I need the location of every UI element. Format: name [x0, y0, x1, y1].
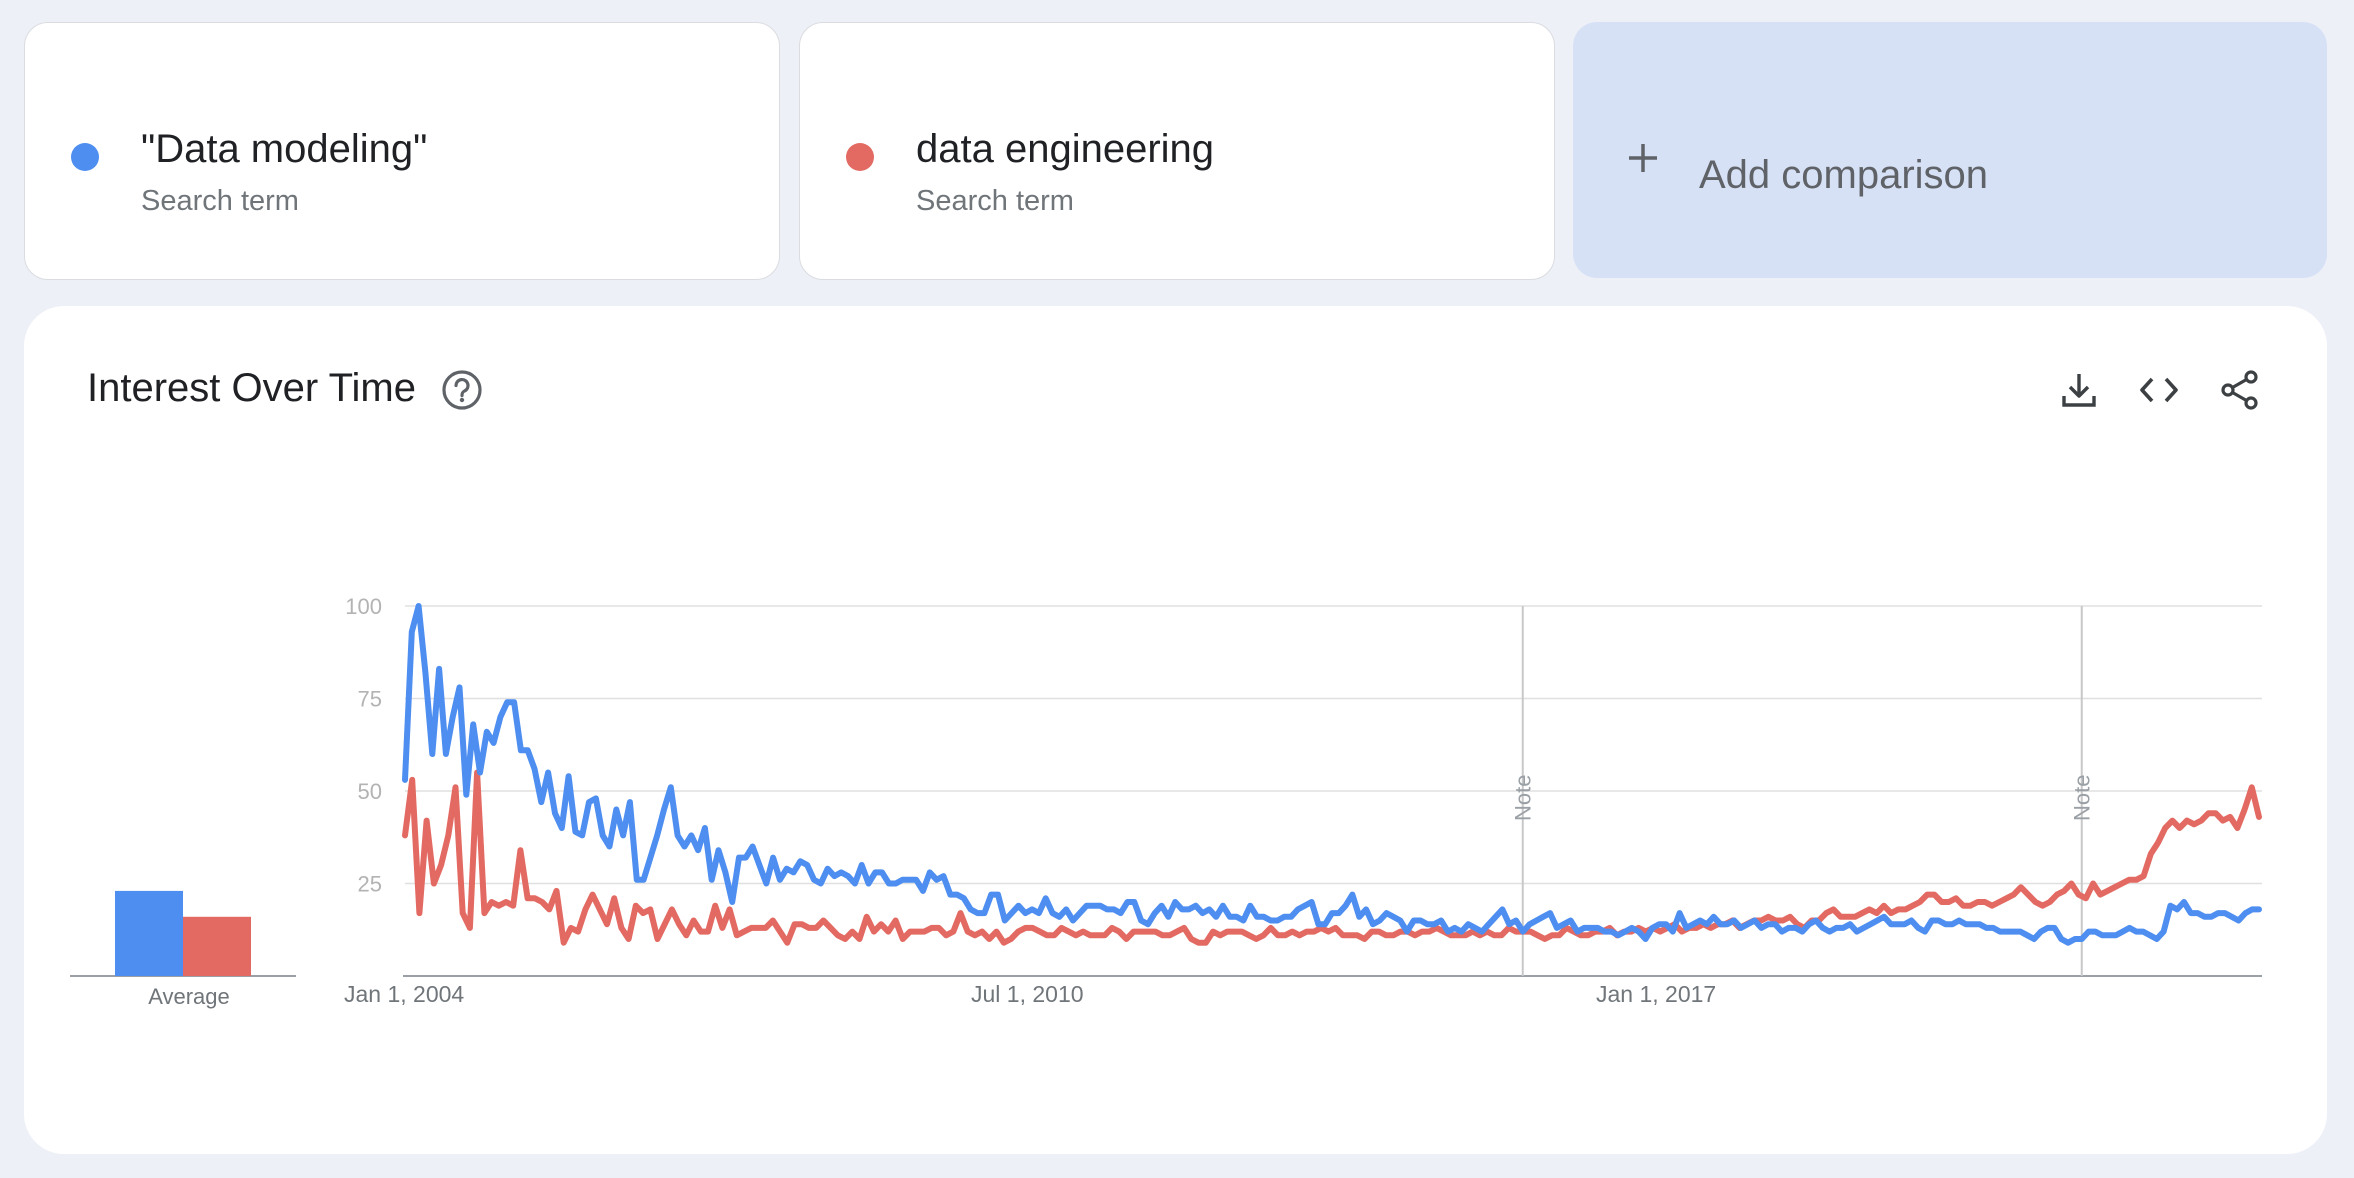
- series-color-dot: [71, 143, 99, 171]
- interest-over-time-card: Interest Over Time 100 75 50 25 Note Note Jan …: [24, 306, 2327, 1154]
- plus-icon: [1629, 144, 1657, 172]
- annotation-label: Note: [1511, 775, 1536, 821]
- x-tick-label: Jul 1, 2010: [971, 981, 1084, 1007]
- term-type: Search term: [141, 185, 299, 217]
- add-comparison-button[interactable]: Add comparison: [1573, 22, 2327, 278]
- interest-over-time-chart: 100 75 50 25 Note Note Jan 1, 2004 Jul 1, 2010 J…: [70, 594, 2262, 1009]
- x-tick-label: Jan 1, 2017: [1596, 981, 1716, 1007]
- download-icon[interactable]: [2057, 368, 2101, 412]
- average-label: Average: [148, 984, 230, 1009]
- term-card-data-engineering[interactable]: data engineering Search term: [799, 22, 1555, 280]
- y-tick-label: 25: [358, 872, 382, 897]
- y-tick-label: 50: [358, 779, 382, 804]
- average-bar: [183, 916, 251, 976]
- average-bar: [115, 890, 183, 976]
- x-tick-label: Jan 1, 2004: [344, 981, 464, 1007]
- series-line: [402, 603, 2262, 946]
- series-color-dot: [846, 143, 874, 171]
- code-embed-icon[interactable]: [2137, 368, 2181, 412]
- add-comparison-label: Add comparison: [1699, 153, 1989, 197]
- series-line: [402, 769, 2262, 946]
- term-name[interactable]: "Data modeling": [141, 127, 428, 171]
- share-icon[interactable]: [2218, 368, 2262, 412]
- annotation-label: Note: [2070, 775, 2095, 821]
- y-tick-label: 75: [358, 687, 382, 712]
- y-tick-label: 100: [345, 594, 382, 619]
- term-type: Search term: [916, 185, 1074, 217]
- term-name[interactable]: data engineering: [916, 127, 1215, 171]
- chart-title: Interest Over Time: [87, 366, 416, 410]
- help-circle-icon[interactable]: [440, 368, 484, 412]
- term-card-data-modeling[interactable]: "Data modeling" Search term: [24, 22, 780, 280]
